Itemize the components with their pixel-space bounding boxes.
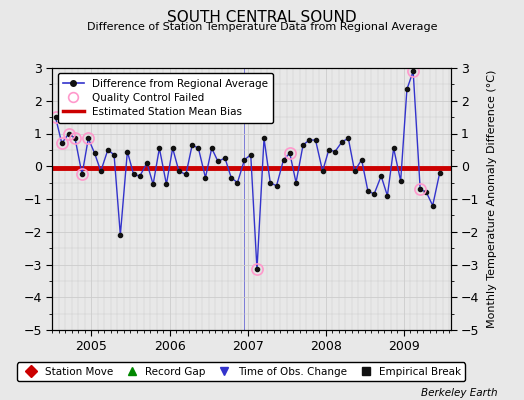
Text: Berkeley Earth: Berkeley Earth: [421, 388, 498, 398]
Legend: Difference from Regional Average, Quality Control Failed, Estimated Station Mean: Difference from Regional Average, Qualit…: [58, 73, 273, 123]
Text: SOUTH CENTRAL SOUND: SOUTH CENTRAL SOUND: [167, 10, 357, 25]
Text: Difference of Station Temperature Data from Regional Average: Difference of Station Temperature Data f…: [87, 22, 437, 32]
Legend: Station Move, Record Gap, Time of Obs. Change, Empirical Break: Station Move, Record Gap, Time of Obs. C…: [17, 362, 465, 381]
Y-axis label: Monthly Temperature Anomaly Difference (°C): Monthly Temperature Anomaly Difference (…: [486, 70, 497, 328]
